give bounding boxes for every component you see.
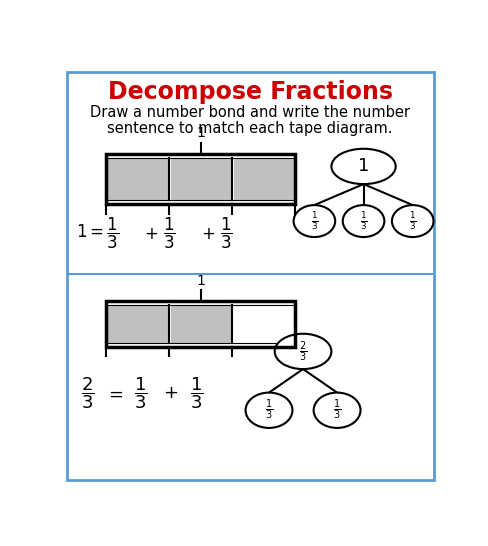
Ellipse shape	[245, 393, 292, 428]
Text: $\frac{1}{3}$: $\frac{1}{3}$	[333, 398, 341, 423]
Text: $\dfrac{1}{3}$: $\dfrac{1}{3}$	[220, 216, 232, 251]
Ellipse shape	[294, 205, 335, 237]
Text: $+$: $+$	[144, 225, 158, 242]
Ellipse shape	[343, 205, 385, 237]
Text: $+$: $+$	[163, 384, 178, 402]
Ellipse shape	[275, 334, 331, 369]
Text: $=$: $=$	[104, 384, 123, 402]
Text: $1 = \dfrac{1}{3}$: $1 = \dfrac{1}{3}$	[76, 216, 120, 251]
Text: $\frac{1}{3}$: $\frac{1}{3}$	[360, 210, 367, 232]
Text: $+$: $+$	[201, 225, 215, 242]
Text: Decompose Fractions: Decompose Fractions	[107, 80, 393, 104]
Ellipse shape	[392, 205, 433, 237]
Text: 1: 1	[197, 274, 205, 288]
Bar	[234, 158, 294, 200]
Text: $\frac{2}{3}$: $\frac{2}{3}$	[299, 339, 307, 364]
Ellipse shape	[331, 149, 396, 184]
Bar	[170, 305, 231, 343]
Text: $\dfrac{2}{3}$: $\dfrac{2}{3}$	[81, 376, 94, 411]
Text: $\dfrac{1}{3}$: $\dfrac{1}{3}$	[190, 376, 204, 411]
Text: $\dfrac{1}{3}$: $\dfrac{1}{3}$	[134, 376, 147, 411]
Bar	[107, 158, 168, 200]
Bar	[106, 154, 296, 204]
Text: 1: 1	[197, 126, 205, 140]
Ellipse shape	[314, 393, 361, 428]
Text: sentence to match each tape diagram.: sentence to match each tape diagram.	[107, 121, 393, 136]
Text: 1: 1	[358, 157, 369, 175]
Text: Draw a number bond and write the number: Draw a number bond and write the number	[90, 105, 410, 121]
Text: $\frac{1}{3}$: $\frac{1}{3}$	[310, 210, 318, 232]
Bar	[234, 305, 294, 343]
Bar	[107, 305, 168, 343]
Text: $\dfrac{1}{3}$: $\dfrac{1}{3}$	[163, 216, 176, 251]
Bar	[170, 158, 231, 200]
Text: $\frac{1}{3}$: $\frac{1}{3}$	[409, 210, 417, 232]
Text: $\frac{1}{3}$: $\frac{1}{3}$	[265, 398, 273, 423]
Bar	[106, 301, 296, 347]
